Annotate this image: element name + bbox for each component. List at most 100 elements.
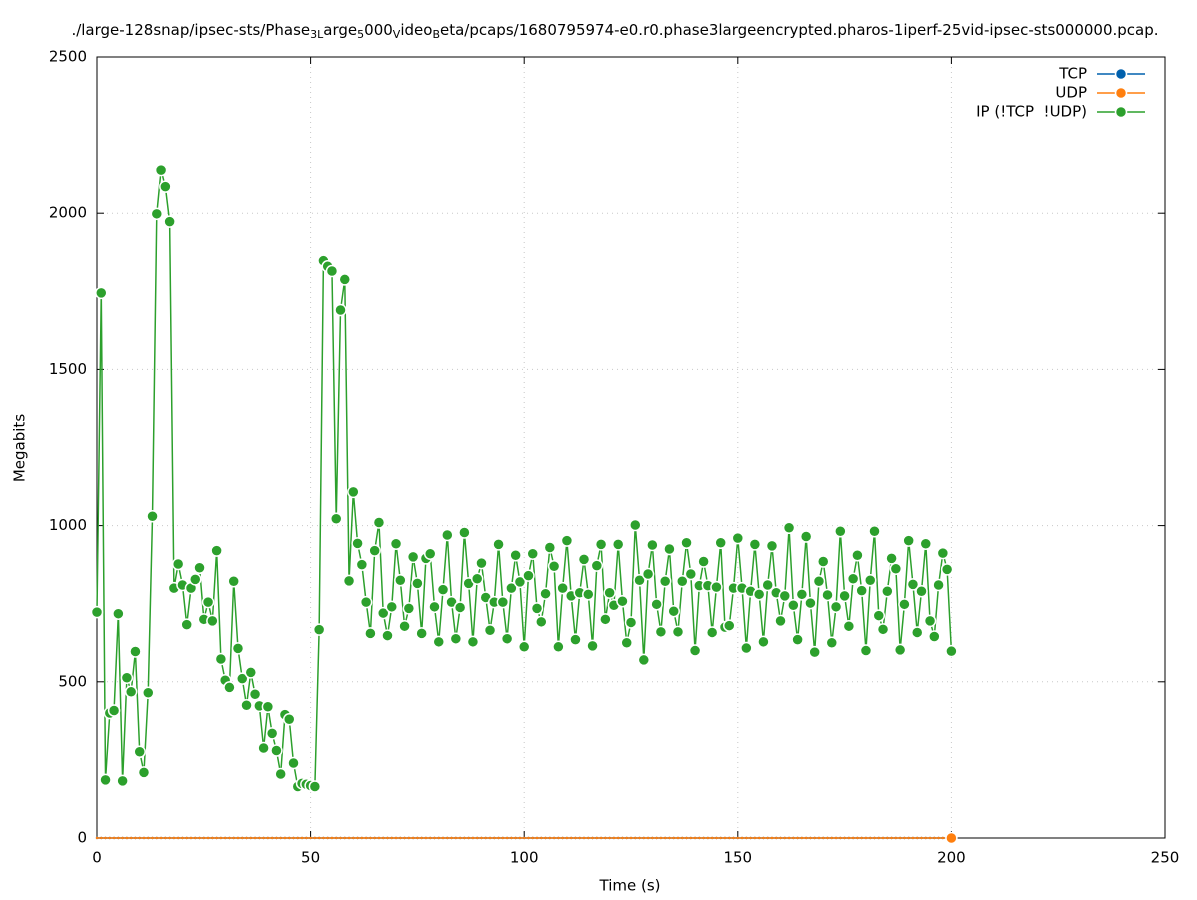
data-point bbox=[650, 598, 663, 611]
data-point bbox=[522, 569, 535, 582]
data-point bbox=[288, 836, 291, 840]
data-point bbox=[403, 836, 406, 840]
data-point bbox=[778, 589, 792, 603]
data-point bbox=[894, 836, 898, 840]
data-point bbox=[591, 836, 594, 840]
data-point bbox=[868, 524, 881, 538]
data-point bbox=[334, 303, 347, 317]
data-point bbox=[206, 836, 210, 840]
data-point bbox=[151, 836, 154, 840]
y-tick-label: 2000 bbox=[49, 204, 87, 222]
data-point bbox=[202, 836, 205, 840]
data-point bbox=[129, 645, 142, 658]
data-point bbox=[236, 836, 240, 840]
x-axis-label: Time (s) bbox=[599, 877, 661, 895]
data-point bbox=[523, 836, 526, 840]
data-point bbox=[890, 836, 893, 840]
data-point bbox=[684, 567, 698, 581]
data-point bbox=[594, 538, 608, 551]
data-point bbox=[723, 836, 727, 840]
title-part: ./large-128snap/ipsec-sts/Phase bbox=[71, 21, 310, 39]
data-point bbox=[189, 836, 193, 840]
y-tick-label: 500 bbox=[58, 672, 87, 690]
data-point bbox=[642, 836, 646, 840]
data-point bbox=[770, 836, 774, 840]
data-point bbox=[125, 836, 129, 840]
chart-title: ./large-128snap/ipsec-sts/Phase3Large500… bbox=[71, 21, 1158, 42]
data-point bbox=[796, 836, 799, 840]
data-point bbox=[611, 538, 625, 551]
data-point bbox=[911, 836, 915, 840]
data-point bbox=[668, 836, 671, 840]
data-point bbox=[390, 836, 393, 840]
data-point bbox=[792, 836, 795, 840]
data-point bbox=[621, 836, 624, 840]
data-point bbox=[753, 836, 757, 840]
data-point bbox=[923, 614, 937, 628]
data-point bbox=[496, 595, 510, 609]
data-point bbox=[560, 534, 574, 547]
data-point bbox=[898, 598, 911, 611]
data-point bbox=[142, 686, 155, 699]
data-point bbox=[544, 836, 547, 840]
data-point bbox=[449, 632, 463, 645]
data-point bbox=[470, 572, 484, 585]
data-point bbox=[898, 836, 902, 840]
title-part: V bbox=[393, 28, 401, 41]
data-point bbox=[748, 538, 762, 551]
data-point bbox=[172, 836, 176, 840]
data-point bbox=[120, 671, 134, 684]
data-point bbox=[774, 614, 787, 628]
data-point bbox=[736, 836, 739, 840]
data-point bbox=[335, 836, 338, 840]
data-point bbox=[906, 578, 920, 591]
data-point bbox=[484, 836, 487, 840]
data-point bbox=[189, 573, 202, 586]
data-point bbox=[574, 836, 577, 840]
data-point bbox=[137, 766, 151, 779]
data-point bbox=[873, 836, 876, 840]
data-point bbox=[359, 595, 373, 609]
data-point bbox=[428, 600, 441, 614]
data-point bbox=[279, 836, 282, 840]
data-point bbox=[300, 836, 304, 840]
data-point bbox=[604, 836, 607, 840]
data-point bbox=[164, 836, 167, 840]
data-point bbox=[228, 836, 231, 840]
data-point bbox=[107, 704, 121, 717]
data-point bbox=[364, 836, 368, 840]
data-point bbox=[552, 640, 565, 654]
data-point bbox=[881, 584, 894, 598]
data-point bbox=[244, 666, 258, 679]
data-point bbox=[501, 836, 505, 840]
data-point bbox=[168, 836, 171, 840]
data-point bbox=[548, 836, 552, 840]
data-point bbox=[663, 542, 676, 556]
data-point bbox=[376, 606, 390, 620]
data-point bbox=[629, 836, 633, 840]
x-tick-label: 250 bbox=[1151, 849, 1180, 867]
y-axis-label: Megabits bbox=[11, 414, 29, 482]
data-point bbox=[646, 538, 659, 552]
data-point bbox=[215, 836, 218, 840]
data-point bbox=[945, 644, 958, 658]
data-point bbox=[424, 836, 428, 840]
data-point bbox=[719, 836, 722, 840]
data-point bbox=[416, 836, 419, 840]
data-point bbox=[104, 836, 107, 840]
data-point bbox=[552, 836, 556, 840]
data-point bbox=[317, 836, 321, 840]
data-point bbox=[629, 518, 642, 532]
x-tick-label: 150 bbox=[723, 849, 752, 867]
data-point bbox=[497, 836, 500, 840]
data-point bbox=[702, 836, 705, 840]
data-point bbox=[155, 836, 159, 840]
data-point bbox=[658, 574, 672, 588]
data-point bbox=[305, 836, 308, 840]
title-part: 000 bbox=[364, 21, 393, 39]
data-point bbox=[159, 836, 163, 840]
data-point bbox=[829, 600, 843, 614]
data-point bbox=[804, 836, 808, 840]
data-point bbox=[599, 836, 603, 840]
